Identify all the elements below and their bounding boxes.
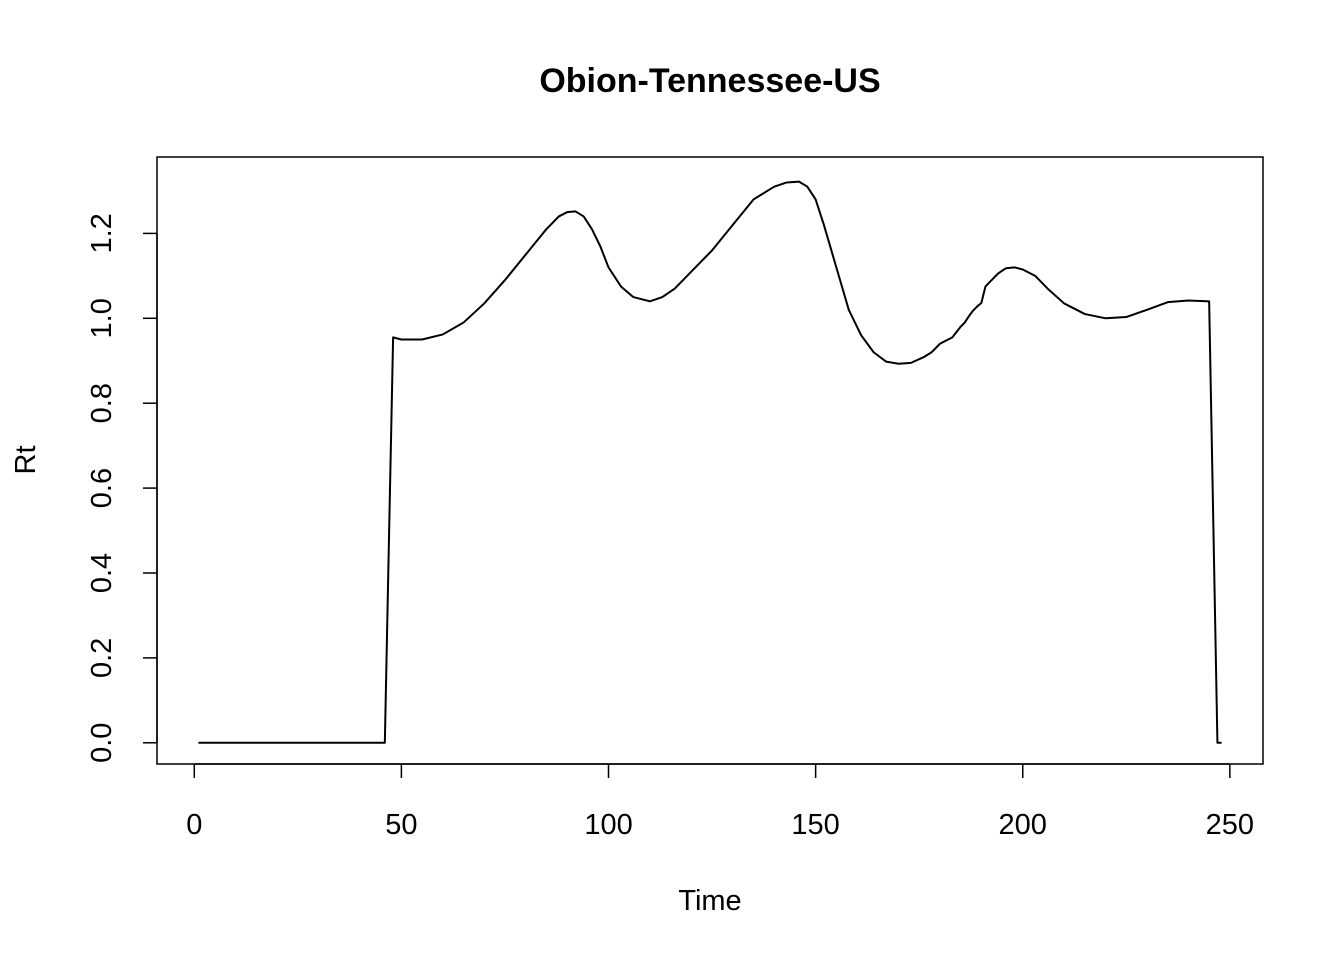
y-tick-label: 0.4 — [86, 553, 118, 593]
x-tick-label: 0 — [186, 809, 202, 841]
x-axis: 0 50 100 150 200 250 — [186, 763, 1254, 841]
y-axis-label: Rt — [10, 446, 42, 475]
x-tick-label: 150 — [791, 809, 839, 841]
x-tick-label: 200 — [999, 809, 1047, 841]
x-tick-label: 100 — [584, 809, 632, 841]
x-tick-label: 50 — [385, 809, 417, 841]
plot-box — [156, 156, 1264, 765]
x-axis-label: Time — [678, 885, 741, 917]
y-tick-label: 0.0 — [86, 723, 118, 763]
chart-title: Obion-Tennessee-US — [539, 62, 880, 100]
y-axis: 0.0 0.2 0.4 0.6 0.8 1.0 1.2 — [86, 213, 158, 763]
y-tick-label: 1.0 — [86, 298, 118, 338]
series-line — [198, 180, 1222, 744]
series-layer — [198, 180, 1222, 744]
y-tick-label: 0.8 — [86, 383, 118, 423]
x-tick-label: 250 — [1206, 809, 1254, 841]
y-tick-label: 0.2 — [86, 638, 118, 678]
y-tick-label: 1.2 — [86, 213, 118, 253]
y-tick-label: 0.6 — [86, 468, 118, 508]
